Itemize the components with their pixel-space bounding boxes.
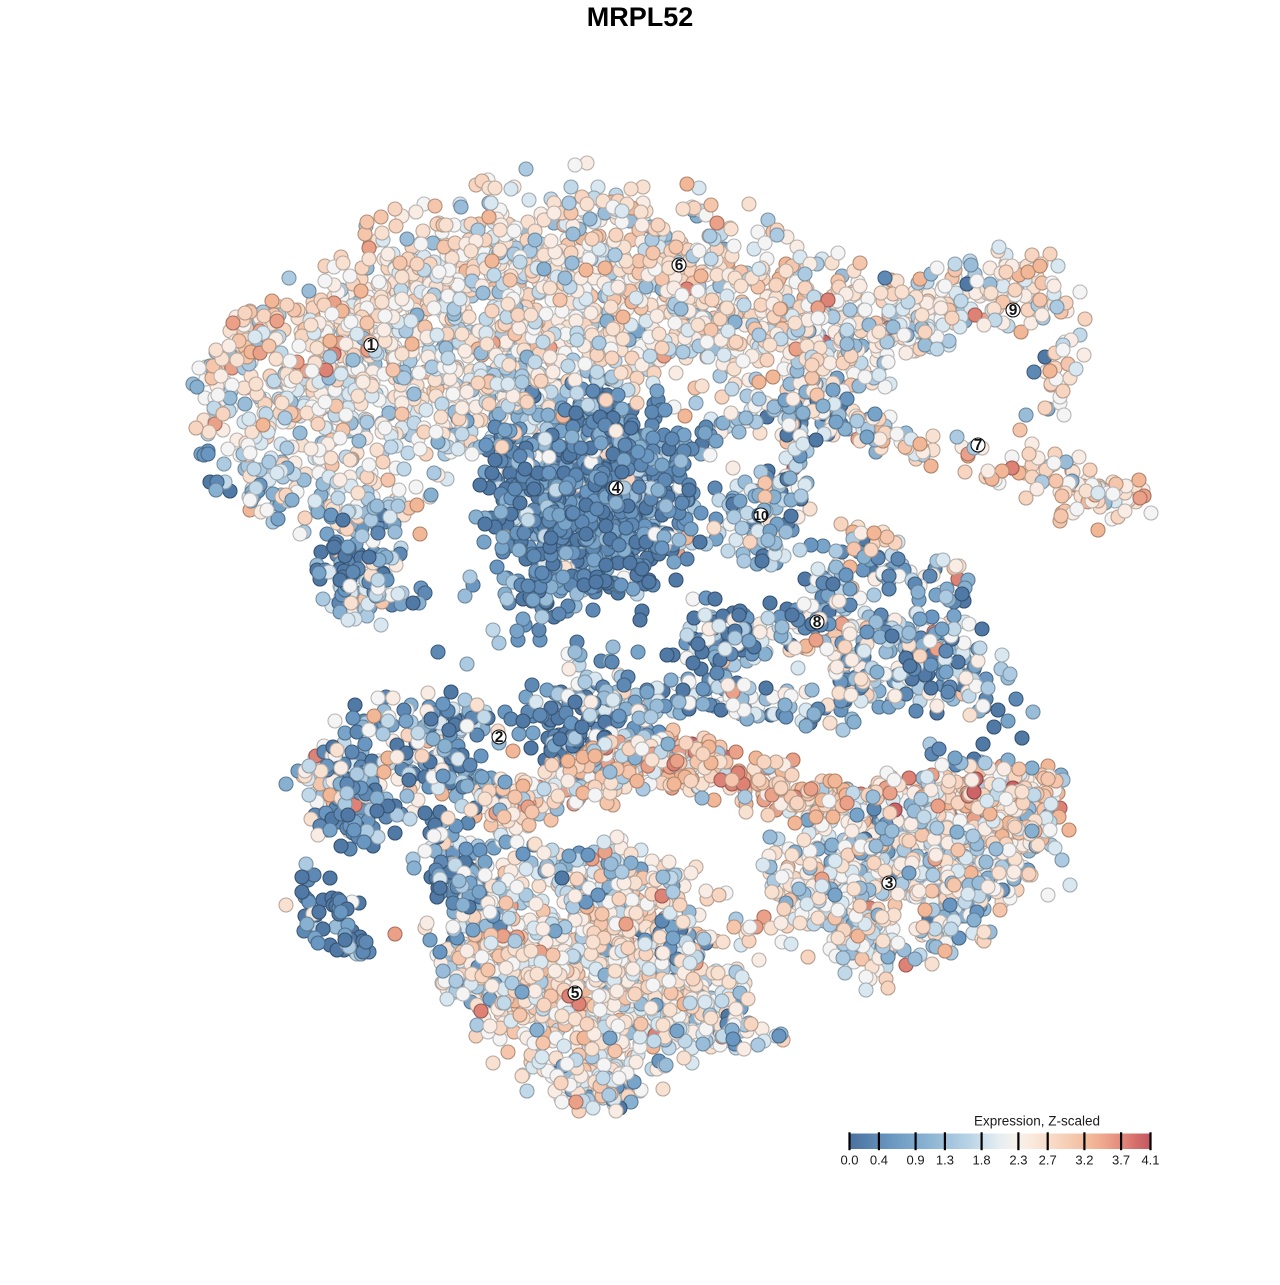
svg-text:MRPL52: MRPL52: [587, 2, 694, 32]
